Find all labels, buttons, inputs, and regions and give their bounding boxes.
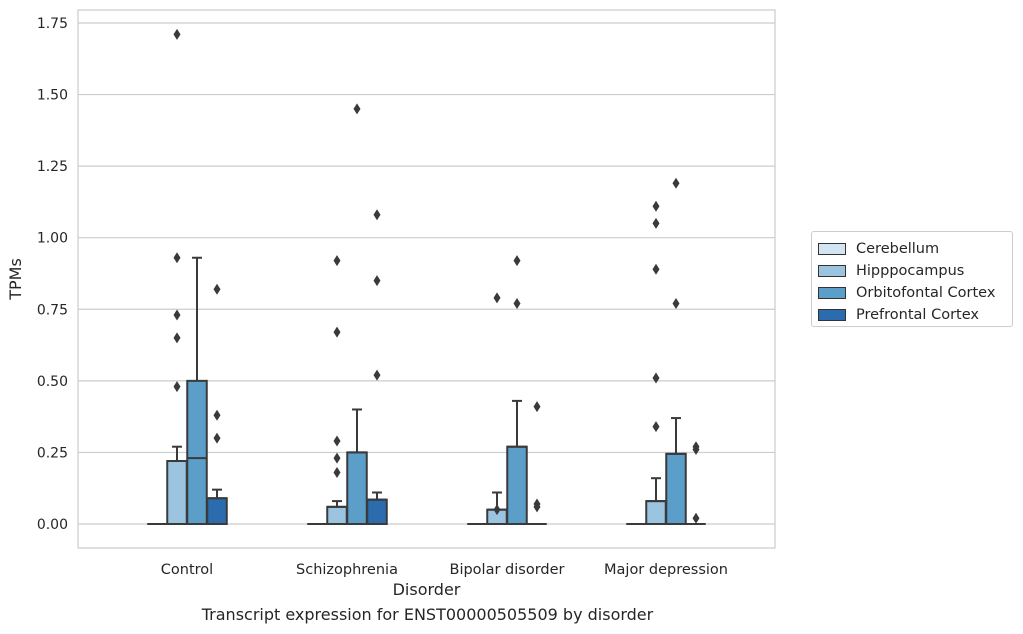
box-2-1 [346, 103, 368, 525]
y-tick-label: 0.00 [37, 517, 68, 533]
outlier-point [173, 28, 181, 40]
box [186, 379, 208, 525]
outlier-point [173, 332, 181, 344]
box-3-0 [206, 283, 228, 526]
x-tick-label: Control [161, 562, 213, 578]
outlier-point [173, 309, 181, 321]
box-1-3 [645, 200, 667, 526]
x-tick-label: Bipolar disorder [450, 562, 565, 578]
y-tick-label: 1.25 [37, 159, 68, 175]
box-3-1 [366, 209, 388, 525]
outlier-point [213, 432, 221, 444]
box-2-2 [506, 255, 528, 526]
x-axis-label: Disorder [393, 580, 461, 599]
legend-swatch [818, 309, 846, 321]
legend-label: Prefrontal Cortex [856, 307, 979, 323]
y-tick-label: 1.00 [37, 231, 68, 247]
outlier-point [373, 275, 381, 287]
box-layer [147, 28, 706, 526]
x-tick-labels: Control Schizophrenia Bipolar disorder Majo… [161, 562, 728, 578]
outlier-point [333, 435, 341, 447]
outlier-point [652, 372, 660, 384]
box [366, 498, 388, 525]
outlier-point [493, 292, 501, 304]
legend-swatch [818, 243, 846, 255]
legend-swatch [818, 265, 846, 277]
legend-item: Cerebellum [818, 238, 1012, 260]
outlier-point [213, 409, 221, 421]
outlier-point [493, 504, 501, 516]
outlier-point [692, 444, 700, 456]
box [665, 452, 687, 526]
y-tick-labels: 0.00 0.25 0.50 0.75 1.00 1.25 1.50 1.75 [37, 16, 68, 533]
legend: Cerebellum Hipppocampus Orbitofontal Corte… [811, 231, 1013, 327]
box [506, 445, 528, 526]
outlier-point [513, 298, 521, 310]
outlier-point [652, 217, 660, 229]
outlier-point [692, 512, 700, 524]
outlier-point [353, 103, 361, 115]
legend-item: Hipppocampus [818, 260, 1012, 282]
legend-item: Prefrontal Cortex [818, 304, 1012, 326]
outlier-point [373, 369, 381, 381]
legend-swatch [818, 287, 846, 299]
legend-label: Cerebellum [856, 241, 940, 257]
y-tick-label: 1.75 [37, 16, 68, 32]
outlier-point [173, 252, 181, 264]
grid-lines [78, 22, 775, 525]
y-tick-label: 0.50 [37, 374, 68, 390]
outlier-point [513, 255, 521, 267]
outlier-point [333, 326, 341, 338]
outlier-point [173, 381, 181, 393]
outlier-point [213, 283, 221, 295]
outlier-point [672, 177, 680, 189]
plot-frame [77, 9, 776, 549]
legend-item: Orbitofontal Cortex [818, 282, 1012, 304]
legend-label: Hipppocampus [856, 263, 965, 279]
x-tick-label: Schizophrenia [296, 562, 398, 578]
y-axis-label: TPMs [6, 258, 25, 301]
outlier-point [333, 466, 341, 478]
box [326, 505, 348, 525]
y-tick-label: 0.75 [37, 302, 68, 318]
box [206, 497, 228, 526]
outlier-point [652, 200, 660, 212]
box-1-1 [326, 255, 348, 525]
box [645, 500, 667, 526]
y-tick-label: 0.25 [37, 445, 68, 461]
box [346, 451, 368, 525]
outlier-point [333, 452, 341, 464]
legend-label: Orbitofontal Cortex [856, 285, 996, 301]
outlier-point [652, 421, 660, 433]
outlier-point [533, 501, 541, 513]
box-1-2 [486, 292, 508, 525]
chart-caption: Transcript expression for ENST0000050550… [201, 605, 654, 624]
box-1-0 [166, 28, 188, 526]
box-2-3 [665, 177, 687, 526]
x-tick-label: Major depression [604, 562, 728, 578]
y-tick-label: 1.50 [37, 88, 68, 104]
box-2-0 [186, 256, 208, 525]
outlier-point [333, 255, 341, 267]
outlier-point [533, 401, 541, 413]
box [166, 460, 188, 526]
box-3-3 [686, 441, 706, 525]
outlier-point [672, 298, 680, 310]
outlier-point [373, 209, 381, 221]
outlier-point [652, 263, 660, 275]
box-3-2 [527, 401, 547, 525]
